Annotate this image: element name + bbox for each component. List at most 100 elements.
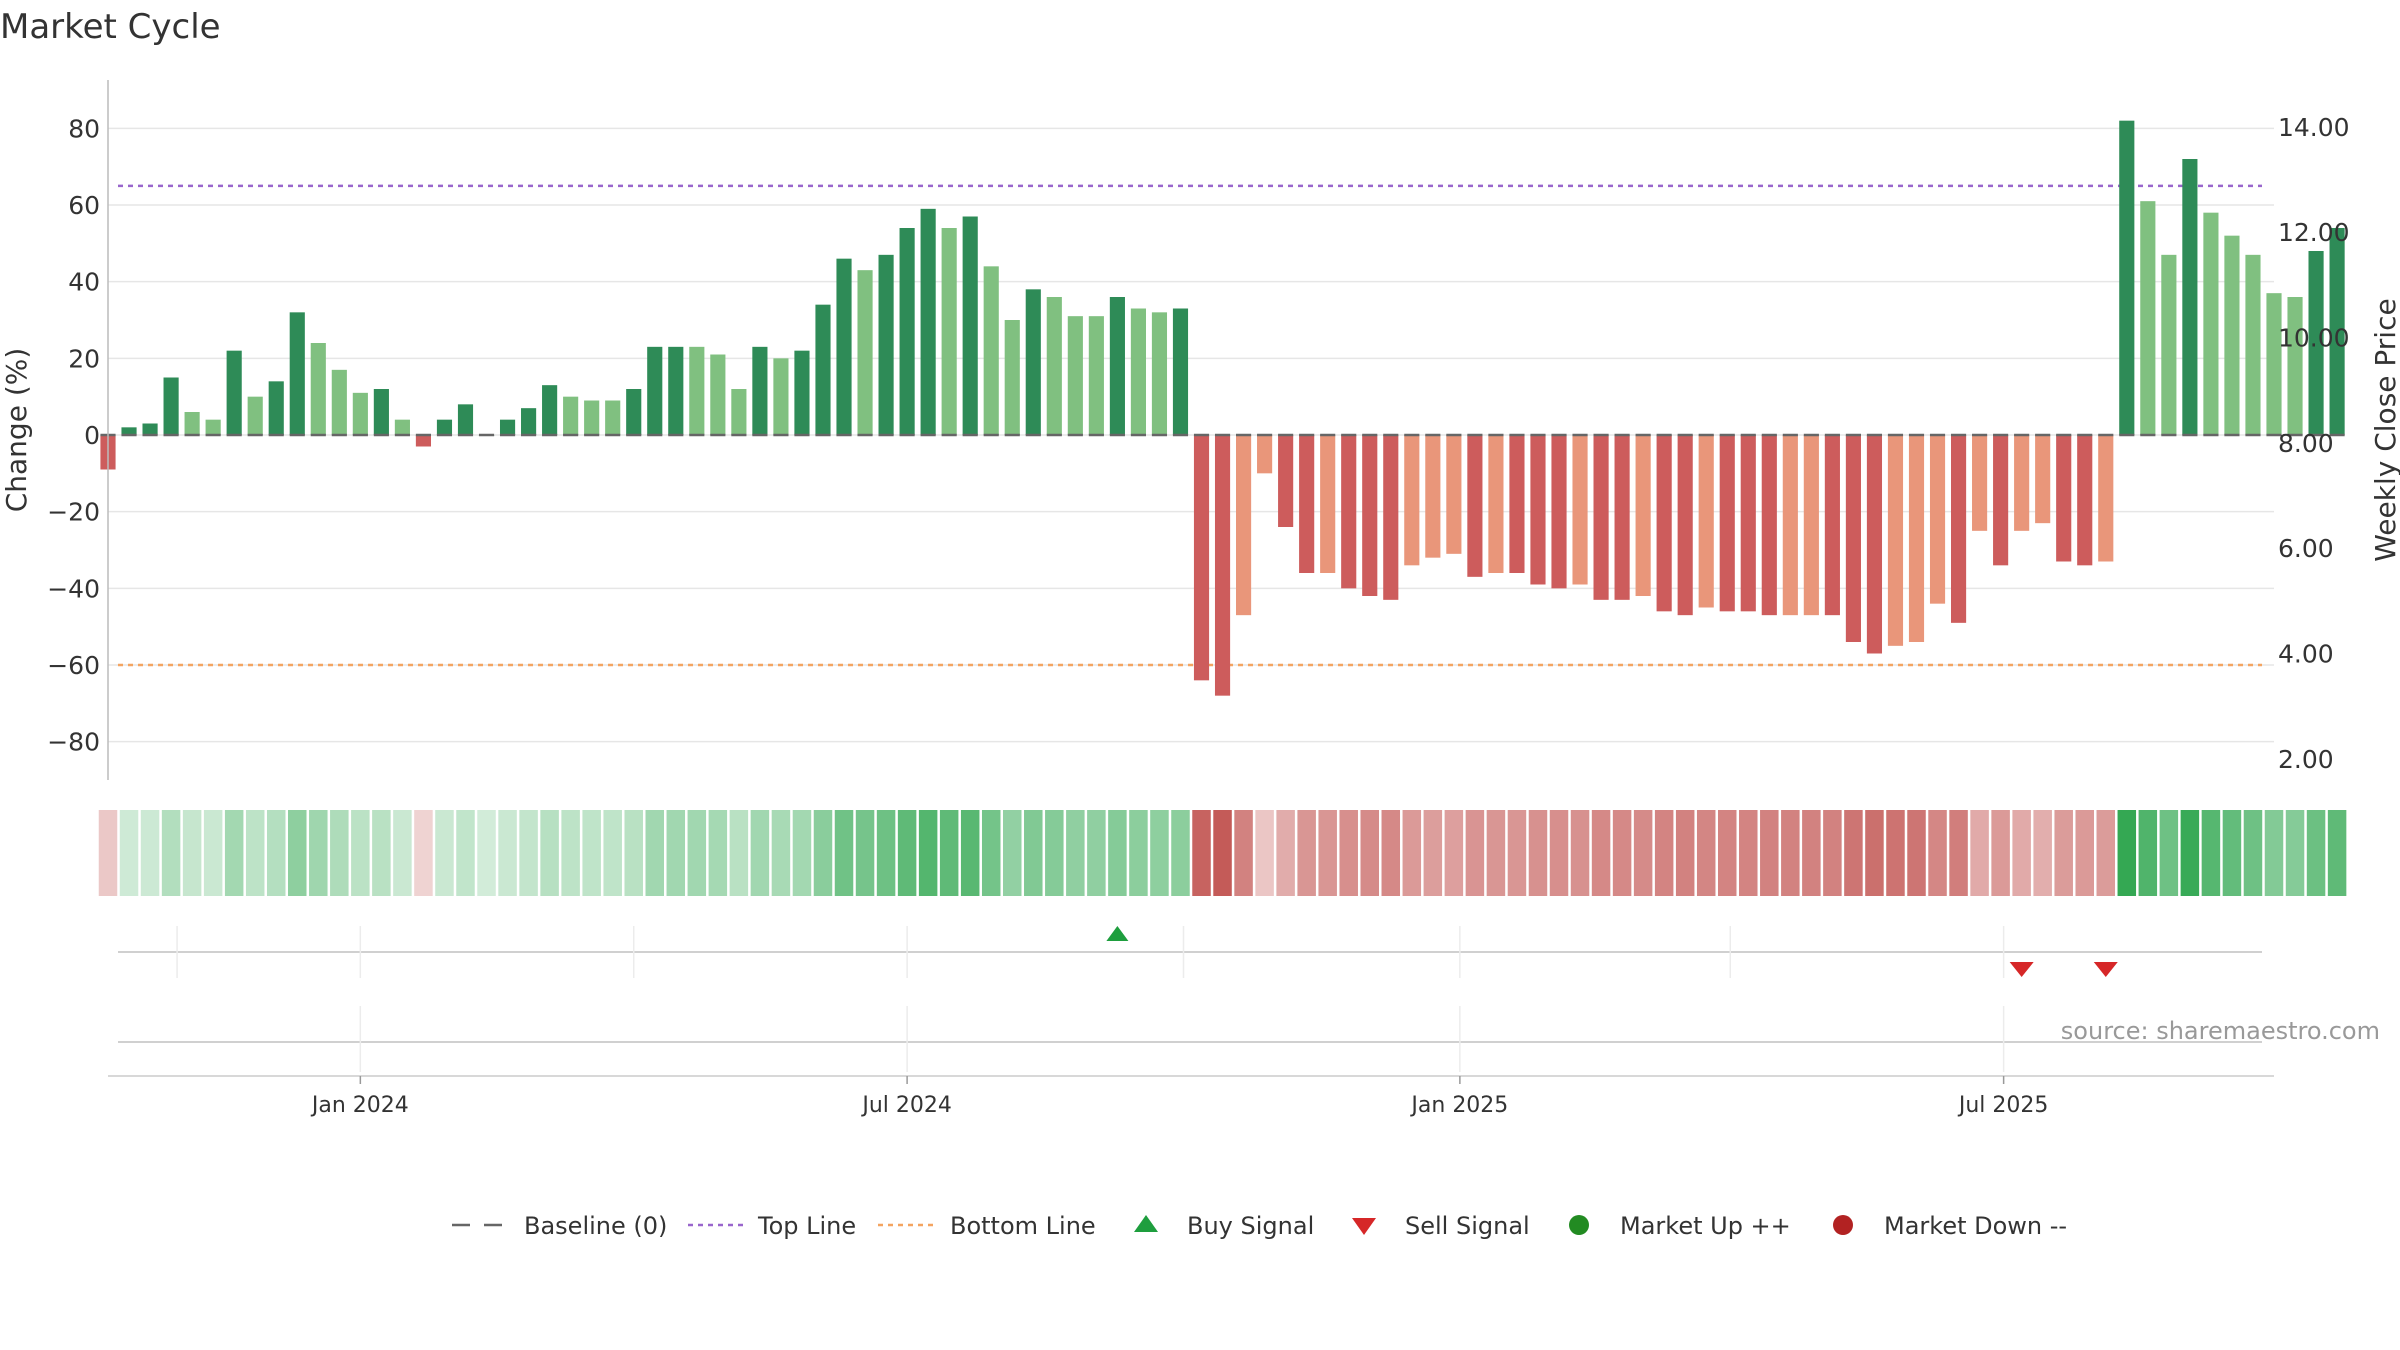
bar bbox=[331, 369, 347, 435]
bar bbox=[205, 419, 221, 435]
y-tick-label: 20 bbox=[68, 344, 100, 373]
bar bbox=[2266, 293, 2282, 435]
legend-item-bottom-line: Bottom Line bbox=[878, 1212, 1096, 1240]
bar bbox=[1278, 435, 1294, 527]
strip-cell bbox=[2222, 810, 2242, 896]
bar bbox=[1509, 435, 1525, 573]
bar bbox=[310, 343, 326, 435]
bar bbox=[899, 228, 915, 435]
strip-cell bbox=[2243, 810, 2263, 896]
strip-cell bbox=[309, 810, 328, 896]
bar bbox=[1740, 435, 1756, 612]
bar bbox=[2119, 120, 2135, 436]
legend-label: Buy Signal bbox=[1187, 1212, 1314, 1240]
legend-label: Top Line bbox=[757, 1212, 856, 1240]
bar bbox=[1866, 435, 1883, 654]
bar bbox=[626, 389, 642, 435]
bar bbox=[878, 254, 894, 435]
strip-cell bbox=[792, 810, 812, 896]
bar bbox=[584, 400, 600, 435]
legend-item-baseline: Baseline (0) bbox=[452, 1212, 667, 1240]
strip-cell bbox=[771, 810, 791, 896]
strip-cell bbox=[372, 810, 391, 896]
strip-cell bbox=[2159, 810, 2179, 896]
strip-cell bbox=[182, 810, 202, 896]
strip-cell bbox=[224, 810, 244, 896]
bar bbox=[1130, 308, 1146, 435]
bar bbox=[1046, 297, 1062, 435]
strip-cell bbox=[2327, 810, 2347, 896]
bar bbox=[121, 427, 137, 435]
strip-cell bbox=[266, 810, 286, 896]
strip-cell bbox=[203, 810, 223, 896]
strip-cell bbox=[1002, 810, 1022, 896]
bar bbox=[1593, 435, 1609, 600]
strip-cell bbox=[2117, 810, 2137, 896]
strip-cell bbox=[2180, 810, 2200, 896]
bar bbox=[647, 346, 663, 435]
strip-cell bbox=[1612, 810, 1632, 896]
strip-cell bbox=[1066, 810, 1085, 896]
bar bbox=[1467, 435, 1483, 577]
strip-cell bbox=[666, 810, 686, 896]
bar bbox=[1530, 435, 1546, 585]
strip-cell bbox=[1949, 810, 1968, 896]
y-axis-title: Change (%) bbox=[0, 348, 33, 513]
bar bbox=[836, 258, 852, 435]
strip-cell bbox=[2096, 810, 2116, 896]
strip-cell bbox=[1318, 810, 1337, 896]
y-tick-label: −60 bbox=[47, 651, 100, 680]
bar bbox=[689, 346, 705, 435]
bar bbox=[394, 419, 410, 435]
strip-cell bbox=[1823, 810, 1842, 896]
strip-cell bbox=[1234, 810, 1253, 896]
strip-cell bbox=[813, 810, 833, 896]
signal-panel bbox=[118, 926, 2262, 1072]
bar bbox=[815, 304, 831, 435]
bar bbox=[1067, 316, 1083, 435]
bar bbox=[1551, 435, 1567, 589]
legend-label: Market Down -- bbox=[1884, 1212, 2067, 1240]
legend-label: Bottom Line bbox=[950, 1212, 1096, 1240]
bar bbox=[436, 419, 453, 435]
bar bbox=[752, 346, 768, 435]
strip-cell bbox=[2201, 810, 2221, 896]
strip-cell bbox=[729, 810, 749, 896]
strip-cell bbox=[1654, 810, 1674, 896]
strip-cell bbox=[1465, 810, 1485, 896]
bar bbox=[920, 208, 936, 435]
strip-cell bbox=[561, 810, 580, 896]
strip-cell bbox=[1907, 810, 1926, 896]
strip-cell bbox=[1549, 810, 1569, 896]
strip-cell bbox=[750, 810, 770, 896]
bar bbox=[2140, 201, 2156, 435]
strip-cell bbox=[1802, 810, 1821, 896]
strip-cell bbox=[687, 810, 707, 896]
y2-tick-label: 14.00 bbox=[2278, 113, 2350, 142]
bar bbox=[268, 381, 284, 435]
bar bbox=[1803, 435, 1819, 616]
strip-cell bbox=[2138, 810, 2158, 896]
legend-swatch bbox=[1569, 1215, 1589, 1235]
bar bbox=[499, 419, 516, 435]
bar bbox=[1383, 435, 1399, 600]
y-tick-label: 80 bbox=[68, 114, 100, 143]
strip-cell bbox=[1844, 810, 1863, 896]
strip-cell bbox=[1528, 810, 1548, 896]
strip-cell bbox=[1486, 810, 1506, 896]
legend-item-top-line: Top Line bbox=[688, 1212, 856, 1240]
strip-cell bbox=[1192, 810, 1211, 896]
grid-lines bbox=[108, 127, 2274, 743]
bar bbox=[2329, 228, 2345, 435]
bar bbox=[1025, 289, 1041, 435]
legend: Baseline (0) Top Line Bottom Line Buy Signa… bbox=[452, 1212, 2067, 1240]
buy-signal bbox=[1106, 926, 1129, 941]
strip-cell bbox=[1255, 810, 1274, 896]
legend-item-market-down: Market Down -- bbox=[1833, 1212, 2067, 1240]
y2-tick-label: 8.00 bbox=[2278, 429, 2334, 458]
strip-cell bbox=[1381, 810, 1401, 896]
strip-cell bbox=[1360, 810, 1380, 896]
legend-swatch bbox=[1134, 1215, 1158, 1232]
strip-cell bbox=[1024, 810, 1043, 896]
